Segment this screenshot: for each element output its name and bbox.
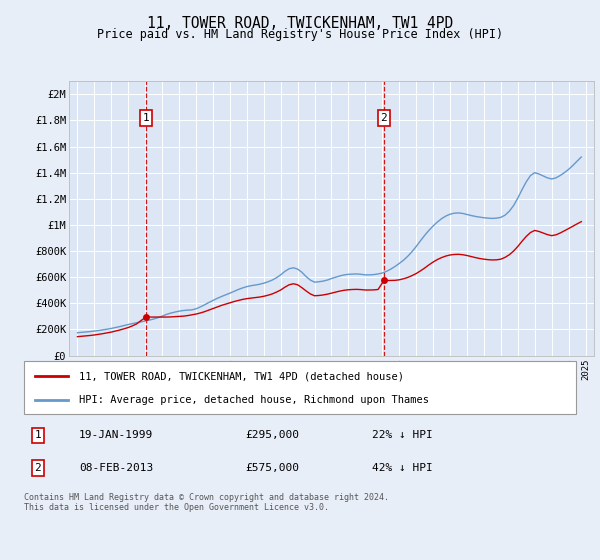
Text: 22% ↓ HPI: 22% ↓ HPI	[372, 431, 433, 440]
Text: 1: 1	[34, 431, 41, 440]
Text: 42% ↓ HPI: 42% ↓ HPI	[372, 463, 433, 473]
Text: 19-JAN-1999: 19-JAN-1999	[79, 431, 154, 440]
Text: 1: 1	[143, 113, 149, 123]
Text: 2: 2	[380, 113, 388, 123]
Text: 2: 2	[34, 463, 41, 473]
Text: Price paid vs. HM Land Registry's House Price Index (HPI): Price paid vs. HM Land Registry's House …	[97, 28, 503, 41]
Text: £575,000: £575,000	[245, 463, 299, 473]
Text: HPI: Average price, detached house, Richmond upon Thames: HPI: Average price, detached house, Rich…	[79, 394, 429, 404]
Text: Contains HM Land Registry data © Crown copyright and database right 2024.
This d: Contains HM Land Registry data © Crown c…	[24, 493, 389, 512]
Text: 11, TOWER ROAD, TWICKENHAM, TW1 4PD (detached house): 11, TOWER ROAD, TWICKENHAM, TW1 4PD (det…	[79, 371, 404, 381]
Text: 11, TOWER ROAD, TWICKENHAM, TW1 4PD: 11, TOWER ROAD, TWICKENHAM, TW1 4PD	[147, 16, 453, 31]
FancyBboxPatch shape	[24, 361, 576, 414]
Text: 08-FEB-2013: 08-FEB-2013	[79, 463, 154, 473]
Text: £295,000: £295,000	[245, 431, 299, 440]
